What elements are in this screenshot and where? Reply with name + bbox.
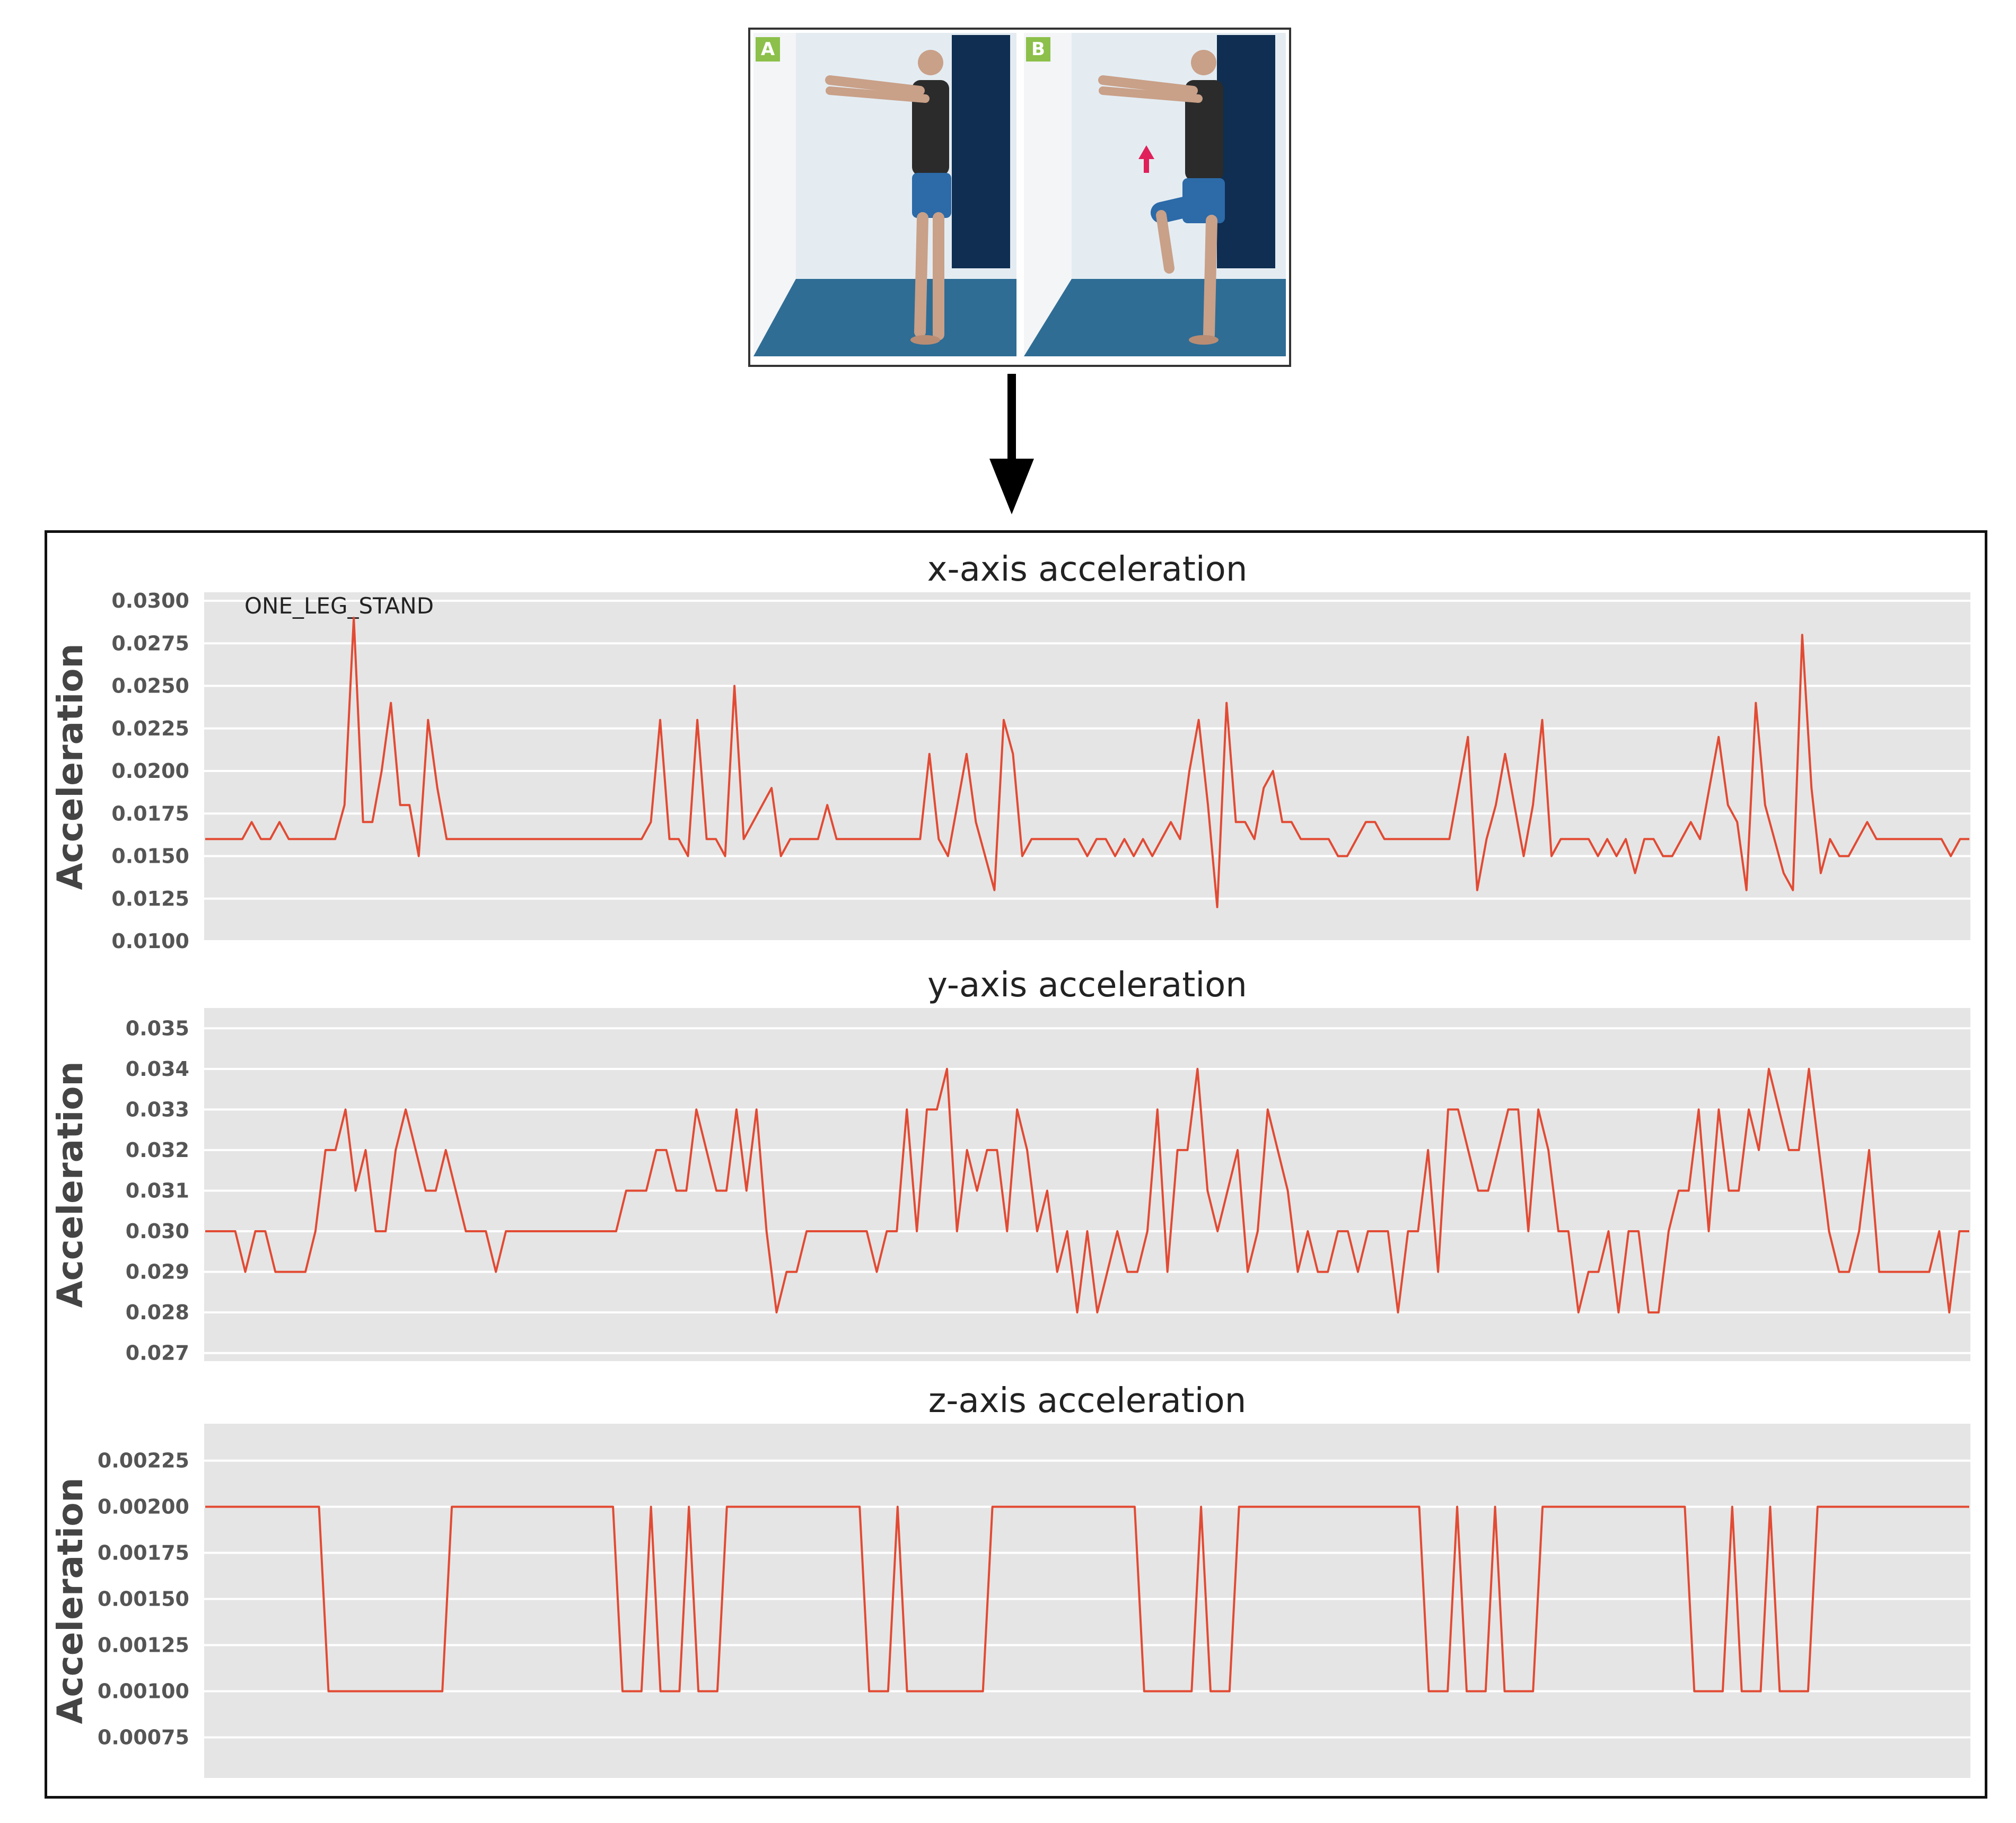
y-tick-label: 0.0225: [111, 717, 189, 740]
y-tick-label: 0.031: [126, 1179, 189, 1202]
acceleration-charts: x-axis acceleration 0.0100 0.0125 0.0150 0.0…: [50, 550, 1970, 1778]
chart-y-axis: y-axis acceleration 0.027 0.028 0.029 0.030 0…: [50, 966, 1970, 1365]
y-tick-label: 0.0175: [111, 802, 189, 825]
y-tick-label: 0.0125: [111, 887, 189, 910]
y-tick-label: 0.0100: [111, 930, 189, 953]
annotation-label: ONE_LEG_STAND: [244, 593, 434, 619]
photo-b: B: [1024, 33, 1286, 356]
chart-x-axis: x-axis acceleration 0.0100 0.0125 0.0150 0.0…: [50, 550, 1970, 953]
y-tick-label: 0.00150: [98, 1588, 189, 1611]
y-tick-label: 0.00100: [98, 1679, 189, 1703]
series-line: [205, 1505, 1969, 1693]
y-tick-label: 0.00125: [98, 1634, 189, 1657]
chart-title: x-axis acceleration: [927, 550, 1248, 589]
chart-title: y-axis acceleration: [927, 966, 1247, 1005]
series-line: [205, 617, 1969, 908]
chart-z-axis: z-axis acceleration 0.00075 0.00100 0.00125…: [50, 1381, 1970, 1778]
photo-b-floor: [1024, 279, 1286, 356]
chart-title: z-axis acceleration: [928, 1381, 1247, 1421]
up-arrow-icon: [1138, 145, 1154, 173]
y-tick-label: 0.0200: [111, 759, 189, 783]
y-tick-label: 0.00225: [98, 1449, 189, 1473]
y-tick-label: 0.029: [126, 1260, 189, 1284]
y-tick-label: 0.035: [126, 1016, 189, 1040]
person-knee-raised-figure: [1098, 50, 1225, 345]
y-axis-label: Acceleration: [50, 1061, 91, 1308]
photo-a-badge: [756, 37, 780, 62]
y-tick-label: 0.0300: [111, 589, 189, 612]
photo-a-floor: [753, 279, 1016, 356]
photo-b-curtain: [1217, 35, 1275, 268]
down-arrow-icon: [989, 374, 1034, 514]
photo-a-curtain: [952, 35, 1010, 268]
y-axis-label: Acceleration: [50, 643, 91, 890]
exercise-photo-panel: A B: [748, 28, 1291, 367]
photo-a: A: [753, 33, 1016, 356]
y-axis-label: Acceleration: [50, 1477, 91, 1724]
y-tick-label: 0.030: [126, 1220, 189, 1243]
y-tick-label: 0.0150: [111, 845, 189, 868]
acceleration-charts-panel: x-axis acceleration 0.0100 0.0125 0.0150 0.0…: [45, 530, 1987, 1799]
plot-background: [204, 1424, 1970, 1778]
series-line: [205, 1067, 1969, 1314]
y-tick-label: 0.00075: [98, 1725, 189, 1749]
y-tick-label: 0.028: [126, 1301, 189, 1324]
plot-background: [204, 1008, 1970, 1361]
exercise-photos: A B: [753, 33, 1286, 356]
plot-background: [204, 592, 1970, 941]
y-tick-label: 0.00200: [98, 1495, 189, 1519]
y-tick-label: 0.0275: [111, 632, 189, 655]
y-tick-label: 0.034: [126, 1057, 189, 1081]
person-standing-figure: [825, 50, 951, 345]
y-tick-label: 0.032: [126, 1138, 189, 1162]
photo-b-badge-label: B: [1031, 39, 1045, 60]
y-tick-label: 0.0250: [111, 674, 189, 698]
y-tick-label: 0.00175: [98, 1541, 189, 1565]
y-tick-label: 0.033: [126, 1098, 189, 1121]
y-tick-label: 0.027: [126, 1342, 189, 1365]
photo-a-badge-label: A: [761, 39, 775, 60]
photo-b-badge: [1026, 37, 1050, 62]
